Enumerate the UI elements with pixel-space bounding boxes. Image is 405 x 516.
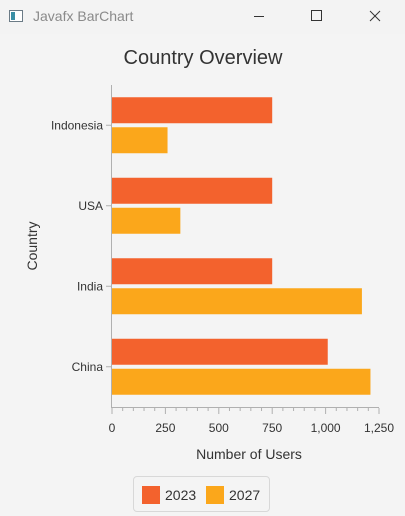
legend-label-2023: 2023	[165, 487, 197, 503]
close-icon	[369, 10, 381, 22]
chart-title: Country Overview	[124, 47, 283, 69]
x-tick-label: 250	[155, 421, 175, 435]
y-tick-label-china: China	[72, 360, 104, 374]
y-tick-label-usa: USA	[78, 199, 103, 213]
maximize-icon	[311, 10, 322, 21]
bar-chart: Country Overview Country Number of Users…	[24, 47, 394, 462]
y-tick-label-indonesia: Indonesia	[51, 118, 103, 132]
x-tick-label: 0	[109, 421, 116, 435]
minimize-button[interactable]	[236, 0, 282, 34]
legend-item-2027: 2027	[206, 485, 260, 505]
legend-label-2027: 2027	[229, 487, 261, 503]
minimize-icon	[254, 16, 264, 17]
window-title: Javafx BarChart	[33, 8, 134, 24]
bar-indonesia-2023	[112, 97, 273, 124]
legend-swatch-2027	[206, 486, 224, 504]
close-button[interactable]	[352, 0, 398, 34]
maximize-button[interactable]	[293, 0, 339, 34]
x-axis-label: Number of Users	[196, 446, 302, 462]
bar-usa-2023	[112, 177, 273, 204]
plot-area: Indonesia USA India China 0 250 500 750 1,000 1,2…	[51, 85, 394, 435]
title-bar[interactable]: Javafx BarChart	[0, 0, 405, 34]
x-tick-label: 500	[209, 421, 229, 435]
legend-swatch-2023	[142, 486, 160, 504]
bar-china-2023	[112, 338, 328, 365]
bar-china-2027	[112, 368, 371, 395]
bar-usa-2027	[112, 207, 181, 234]
app-icon	[9, 10, 23, 22]
x-tick-label: 1,250	[364, 421, 394, 435]
bar-india-2027	[112, 288, 362, 315]
x-tick-label: 1,000	[311, 421, 341, 435]
legend-item-2023: 2023	[142, 485, 196, 505]
y-axis-label: Country	[24, 221, 40, 270]
y-tick-label-india: India	[77, 279, 103, 293]
x-tick-label: 750	[262, 421, 282, 435]
bar-india-2023	[112, 258, 273, 285]
bar-indonesia-2027	[112, 127, 168, 154]
chart-legend: 2023 2027	[133, 476, 270, 512]
